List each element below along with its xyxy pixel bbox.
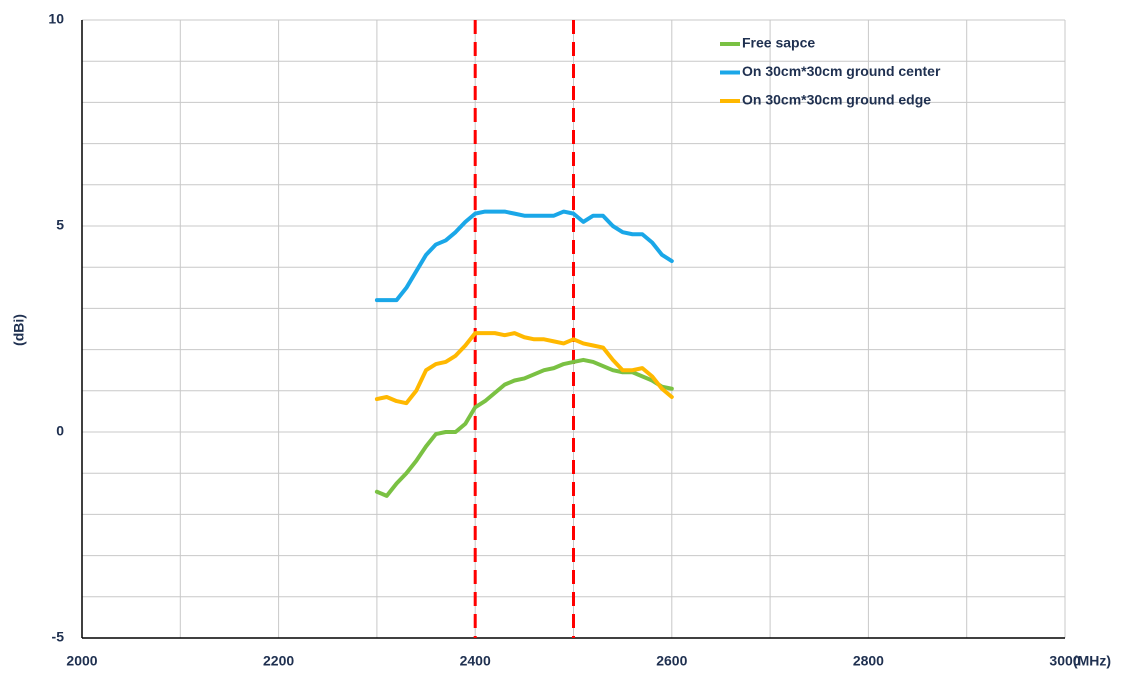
legend-label: On 30cm*30cm ground center xyxy=(742,63,941,79)
x-tick-label: 2600 xyxy=(656,653,687,669)
x-axis-label: (MHz) xyxy=(1073,653,1111,669)
series-line xyxy=(374,357,674,498)
y-tick-label: -5 xyxy=(52,629,65,645)
y-tick-label: 5 xyxy=(56,217,64,233)
x-tick-label: 2200 xyxy=(263,653,294,669)
x-tick-label: 2400 xyxy=(460,653,491,669)
legend-label: Free sapce xyxy=(742,35,815,51)
series-line xyxy=(374,331,674,406)
x-tick-label: 3000 xyxy=(1049,653,1080,669)
x-tick-label: 2000 xyxy=(66,653,97,669)
y-axis-label: (dBi) xyxy=(11,314,27,346)
y-tick-label: 0 xyxy=(56,423,64,439)
legend-label: On 30cm*30cm ground edge xyxy=(742,92,931,108)
x-tick-label: 2800 xyxy=(853,653,884,669)
y-tick-label: 10 xyxy=(48,11,64,27)
series-line xyxy=(374,209,674,303)
